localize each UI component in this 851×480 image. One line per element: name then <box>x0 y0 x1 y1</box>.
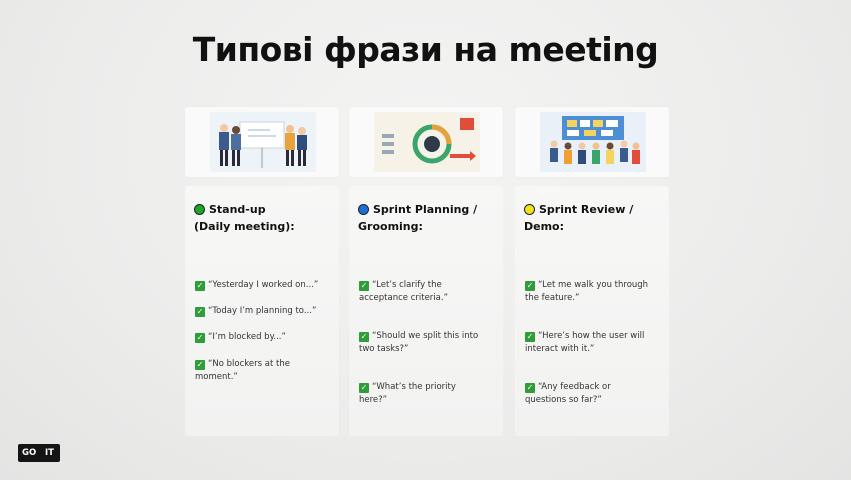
check-icon: ✓ <box>525 383 535 393</box>
item-text: “Let’s clarify the <box>372 280 442 290</box>
check-icon: ✓ <box>195 333 205 343</box>
planning-illustration-card <box>349 107 503 177</box>
planning-column: Sprint Planning / Grooming: ✓ “Let’s clar… <box>349 186 503 436</box>
item-text: “Here’s how the user will <box>538 331 645 341</box>
list-item: ✓ “Any feedback or questions so far?” <box>525 381 665 407</box>
heading-line: Sprint Review / <box>539 203 634 216</box>
heading-line: (Daily meeting): <box>194 220 295 233</box>
list-item: ✓ “Should we split this into two tasks?” <box>359 330 499 356</box>
green-circle-icon <box>194 204 205 215</box>
item-text: acceptance criteria.” <box>359 293 448 303</box>
check-icon: ✓ <box>195 360 205 370</box>
review-column: Sprint Review / Demo: ✓ “Let me walk you … <box>515 186 669 436</box>
check-icon: ✓ <box>195 281 205 291</box>
heading-line: Sprint Planning / <box>373 203 478 216</box>
standup-illustration-card <box>185 107 339 177</box>
item-text: here?” <box>359 395 388 405</box>
item-text: interact with it.” <box>525 344 595 354</box>
heading-line: Stand-up <box>209 203 266 216</box>
heading-line: Demo: <box>524 220 565 233</box>
item-text: “What’s the priority <box>372 382 456 392</box>
review-heading: Sprint Review / Demo: <box>524 201 669 235</box>
standup-heading: Stand-up (Daily meeting): <box>194 201 339 235</box>
blue-circle-icon <box>358 204 369 215</box>
item-text: “Yesterday I worked on...” <box>208 280 319 290</box>
goit-logo: GO IT <box>18 444 60 462</box>
list-item: ✓ “Let’s clarify the acceptance criteria.… <box>359 279 499 305</box>
sprint-review-illustration <box>540 112 646 172</box>
item-text: “I’m blocked by...” <box>208 332 286 342</box>
slide-title: Типові фрази на meeting <box>192 30 659 69</box>
item-text: “Any feedback or <box>538 382 611 392</box>
sprint-cycle-illustration <box>374 112 480 172</box>
item-text: two tasks?” <box>359 344 409 354</box>
list-item: ✓ “Let me walk you through the feature.” <box>525 279 665 305</box>
check-icon: ✓ <box>359 332 369 342</box>
check-icon: ✓ <box>525 281 535 291</box>
team-standup-illustration <box>210 112 316 172</box>
logo-text-left: GO <box>22 448 37 458</box>
check-icon: ✓ <box>525 332 535 342</box>
list-item: ✓ “Yesterday I worked on...” <box>195 279 335 292</box>
item-text: questions so far?” <box>525 395 602 405</box>
planning-heading: Sprint Planning / Grooming: <box>358 201 503 235</box>
item-text: “No blockers at the <box>208 359 290 369</box>
check-icon: ✓ <box>195 307 205 317</box>
list-item: ✓ “I’m blocked by...” <box>195 331 335 344</box>
standup-column: Stand-up (Daily meeting): ✓ “Yesterday I … <box>185 186 339 436</box>
item-text: moment.” <box>195 372 238 382</box>
list-item: ✓ “No blockers at the moment.” <box>195 358 335 384</box>
list-item: ✓ “Here’s how the user will interact with… <box>525 330 665 356</box>
check-icon: ✓ <box>359 383 369 393</box>
logo-text-right: IT <box>45 448 54 458</box>
item-text: “Today I’m planning to...” <box>208 306 317 316</box>
item-text: “Should we split this into <box>372 331 479 341</box>
check-icon: ✓ <box>359 281 369 291</box>
item-text: “Let me walk you through <box>538 280 649 290</box>
review-illustration-card <box>515 107 669 177</box>
item-text: the feature.” <box>525 293 580 303</box>
yellow-circle-icon <box>524 204 535 215</box>
list-item: ✓ “Today I’m planning to...” <box>195 305 335 318</box>
heading-line: Grooming: <box>358 220 423 233</box>
list-item: ✓ “What’s the priority here?” <box>359 381 499 407</box>
